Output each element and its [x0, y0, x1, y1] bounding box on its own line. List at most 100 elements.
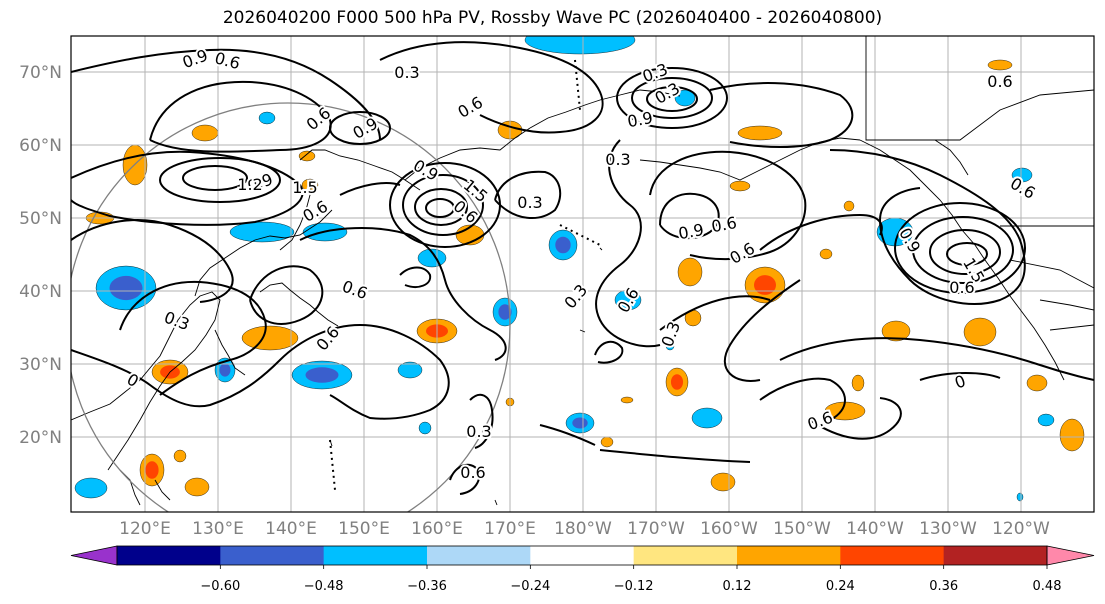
- positive-pc-anomaly: [298, 150, 316, 162]
- colorbar-tick-label: −0.48: [304, 579, 344, 594]
- contour-label: 0.6: [949, 278, 974, 297]
- map-title: 2026040200 F000 500 hPa PV, Rossby Wave …: [222, 8, 883, 28]
- positive-pc-anomaly: [677, 257, 703, 287]
- latitude-label: 70°N: [19, 63, 62, 83]
- colorbar-tick-label: −0.36: [407, 579, 447, 594]
- colorbar-tick-label: −0.60: [200, 579, 240, 594]
- negative-pc-anomaly: [258, 111, 276, 125]
- contour-label: 0.9: [626, 108, 654, 131]
- strong-negative-pc-anomaly: [555, 236, 571, 254]
- positive-pc-anomaly: [191, 124, 219, 142]
- latitude-label: 20°N: [19, 428, 62, 448]
- pc-anomaly-field: [74, 36, 1085, 502]
- colorbar-tick-label: −0.12: [614, 579, 654, 594]
- pv-contours: [71, 41, 1094, 495]
- colorbar-extend-high: [1046, 545, 1095, 566]
- negative-pc-anomaly: [418, 421, 432, 435]
- longitude-label: 140°W: [846, 519, 904, 539]
- strong-negative-pc-anomaly: [109, 275, 143, 301]
- contour-label: 0.3: [466, 422, 491, 441]
- positive-pc-anomaly: [819, 248, 833, 260]
- radius-circle: [71, 102, 511, 512]
- strong-negative-pc-anomaly: [572, 417, 588, 429]
- contour-label: 0.6: [710, 213, 738, 236]
- positive-pc-anomaly: [987, 59, 1013, 71]
- longitude-label: 130°E: [192, 519, 244, 539]
- contour-label: 0.3: [658, 319, 685, 349]
- colorbar-segment: [323, 546, 428, 565]
- longitude-label: 170°E: [484, 519, 536, 539]
- positive-pc-anomaly: [173, 449, 187, 463]
- contour-label: 0: [952, 371, 968, 392]
- gridlines: [71, 36, 1094, 512]
- negative-pc-anomaly: [397, 361, 423, 379]
- positive-pc-anomaly: [301, 178, 319, 192]
- contour-label: 0.3: [162, 308, 192, 335]
- positive-pc-anomaly: [729, 180, 751, 192]
- positive-pc-anomaly: [1026, 374, 1048, 392]
- colorbar-tick-label: 0.12: [723, 579, 752, 594]
- colorbar-segment: [633, 546, 738, 565]
- colorbar-segment: [427, 546, 531, 565]
- dotted-contours: [329, 59, 601, 491]
- longitude-label: 120°W: [992, 519, 1050, 539]
- colorbar-tick-label: 0.24: [826, 579, 855, 594]
- negative-pc-anomaly: [1011, 167, 1033, 183]
- longitude-label: 150°W: [773, 519, 831, 539]
- latitude-label: 40°N: [19, 282, 62, 302]
- contour-label: 1.2: [237, 175, 262, 194]
- contour-label: 0.3: [517, 193, 542, 212]
- longitude-label: 180°W: [554, 519, 612, 539]
- positive-pc-anomaly: [843, 200, 855, 212]
- contour-label: 0.6: [454, 93, 486, 122]
- negative-pc-anomaly: [665, 341, 675, 351]
- contour-label: 0.6: [1007, 174, 1039, 203]
- colorbar-segment: [117, 546, 221, 565]
- contour-label: 0.6: [340, 277, 370, 304]
- strong-negative-pc-anomaly: [498, 304, 512, 320]
- colorbar-tick-label: 0.48: [1033, 579, 1062, 594]
- colorbar-tick-label: −0.24: [510, 579, 550, 594]
- contour-label: 0.6: [614, 284, 643, 316]
- longitude-label: 170°W: [627, 519, 685, 539]
- negative-pc-anomaly: [691, 407, 723, 429]
- contour-label: 1.5: [292, 178, 317, 197]
- positive-pc-anomaly: [963, 317, 997, 347]
- contour-label: 0.3: [394, 63, 419, 82]
- negative-pc-anomaly: [674, 89, 696, 107]
- contour-label: 0.9: [677, 220, 705, 243]
- strong-negative-pc-anomaly: [219, 363, 231, 377]
- strong-positive-pc-anomaly: [145, 461, 159, 479]
- latitude-labels: 70°N 60°N 50°N 40°N 30°N 20°N: [19, 63, 62, 448]
- colorbar-segment: [943, 546, 1048, 565]
- positive-pc-anomaly: [620, 396, 634, 404]
- colorbar-frame: [116, 545, 1048, 566]
- latitude-label: 30°N: [19, 355, 62, 375]
- latitude-label: 60°N: [19, 136, 62, 156]
- contour-label: 0.3: [560, 281, 591, 313]
- positive-pc-anomaly: [1059, 418, 1085, 452]
- contour-label: 0.3: [605, 150, 630, 169]
- colorbar-segment: [737, 546, 841, 565]
- longitude-label: 140°E: [265, 519, 317, 539]
- colorbar-segment: [530, 546, 635, 565]
- colorbar-extend-low: [70, 545, 118, 566]
- strong-positive-pc-anomaly: [670, 374, 684, 390]
- positive-pc-anomaly: [851, 374, 865, 392]
- positive-pc-anomaly: [881, 320, 911, 342]
- colorbar-segment: [840, 546, 945, 565]
- negative-pc-anomaly: [524, 36, 636, 55]
- colorbar: −0.60 −0.48 −0.36 −0.24 −0.12 0.12 0.24 0.36 0.4…: [70, 545, 1095, 594]
- longitude-label: 150°E: [338, 519, 390, 539]
- contour-label: 0.9: [349, 114, 381, 143]
- contour-label: 0.6: [299, 197, 331, 226]
- longitude-label: 160°E: [411, 519, 463, 539]
- positive-pc-anomaly: [710, 472, 736, 492]
- positive-pc-anomaly: [737, 125, 783, 141]
- positive-pc-anomaly: [600, 436, 614, 448]
- map-area: 0.9 0.6 0.30.6 0.90.60.91.2 1.50.60.30.90.91…: [71, 36, 1094, 512]
- positive-pc-anomaly: [184, 477, 210, 497]
- negative-pc-anomaly: [1016, 492, 1024, 502]
- negative-pc-anomaly: [614, 289, 642, 311]
